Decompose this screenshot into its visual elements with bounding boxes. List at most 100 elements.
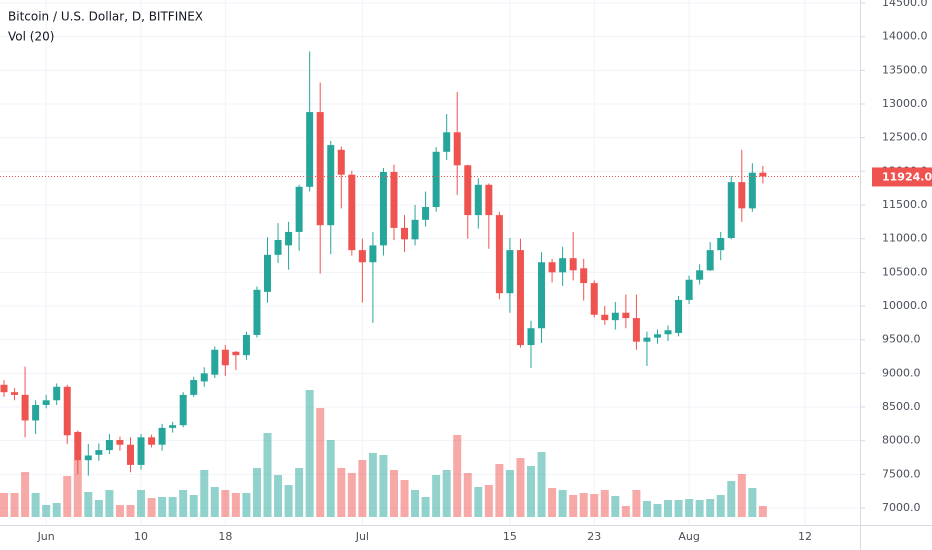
volume-bar [337, 468, 346, 517]
volume-bar [453, 435, 462, 517]
candle-body [42, 400, 50, 405]
candle-body [221, 349, 229, 366]
volume-bar [326, 440, 335, 517]
x-tick-label: Jun [37, 530, 55, 543]
candle-body [306, 112, 314, 187]
candle-body [422, 207, 430, 220]
candle-body [717, 237, 725, 251]
candle-body [105, 439, 113, 451]
candle-body [443, 132, 451, 152]
volume-bar [758, 506, 767, 517]
volume-bar [421, 497, 430, 517]
candle-body [485, 184, 493, 216]
candle-body [643, 337, 651, 342]
volume-bar [411, 490, 420, 517]
volume-bar [358, 460, 367, 517]
candle-body [95, 450, 103, 455]
volume-bar [748, 488, 757, 517]
y-tick-label: 11000.0 [882, 232, 928, 245]
candle-body [295, 186, 303, 232]
candle-body [727, 182, 735, 238]
x-tick-label: 23 [587, 530, 601, 543]
plot [0, 51, 767, 517]
volume-bar [274, 475, 283, 517]
volume-bar [105, 490, 114, 517]
candle-body [126, 444, 134, 465]
y-tick-label: 9000.0 [882, 366, 921, 379]
y-tick-label: 12500.0 [882, 131, 928, 144]
volume-bar [305, 390, 314, 517]
y-tick-label: 10500.0 [882, 265, 928, 278]
candle-body [759, 172, 767, 177]
candle-body [590, 283, 598, 315]
candle-body [538, 262, 546, 329]
volume-bar [664, 500, 673, 517]
candle-body [274, 240, 282, 255]
y-tick-label: 8000.0 [882, 434, 921, 447]
volume-bar [537, 452, 546, 517]
y-tick-label: 7000.0 [882, 501, 921, 514]
volume-bar [158, 497, 167, 517]
candle-body [516, 250, 524, 346]
last-price-label: 11924.0 [882, 170, 932, 183]
candle-body [622, 312, 630, 319]
candle-body [11, 392, 19, 395]
volume-bar [495, 464, 504, 517]
candle-body [685, 279, 693, 300]
last-price-box [872, 167, 932, 187]
y-tick-label: 13000.0 [882, 97, 928, 110]
candle-body [527, 328, 535, 346]
candle-body [116, 439, 124, 445]
y-tick-label: 14500.0 [882, 0, 928, 9]
volume-bar [73, 460, 82, 517]
x-tick-label: Aug [678, 530, 699, 543]
y-tick-label: 7500.0 [882, 467, 921, 480]
candle-body [316, 112, 324, 226]
volume-bar [685, 499, 694, 517]
candle-body [369, 245, 377, 263]
candle-body [411, 219, 419, 240]
volume-bar [484, 485, 493, 517]
candle-body [84, 455, 92, 461]
grid [0, 0, 860, 525]
volume-legend[interactable]: Vol (20) [8, 30, 54, 44]
volume-bar [94, 500, 103, 517]
candle-body [464, 165, 472, 216]
candle-body [632, 318, 640, 342]
candle-body [74, 431, 82, 461]
candle-body [738, 182, 746, 209]
volume-bar [21, 472, 30, 517]
volume-bar [558, 490, 567, 517]
volume-bar [389, 470, 398, 517]
candle-body [200, 373, 208, 382]
volume-bar [137, 490, 146, 517]
volume-bar [527, 466, 535, 517]
candle-body [390, 172, 398, 228]
volume-bar [621, 506, 630, 517]
candle-body [158, 427, 166, 445]
chart-title[interactable]: Bitcoin / U.S. Dollar, D, BITFINEX [8, 10, 203, 24]
volume-bar [632, 490, 641, 517]
candle-body [611, 312, 619, 321]
volume-bar [179, 490, 188, 517]
candle-body [242, 334, 250, 356]
candle-body [21, 394, 29, 421]
x-tick-label: Jul [355, 530, 369, 543]
candle-body [137, 437, 145, 465]
volume-bar [716, 495, 725, 517]
volume-bar [52, 503, 61, 517]
volume-bar [189, 495, 198, 517]
candle-body [348, 174, 356, 251]
volume-bar [727, 481, 736, 517]
candle-body [358, 250, 366, 263]
volume-bar [516, 458, 525, 517]
x-tick-label: 10 [134, 530, 148, 543]
candle-body [453, 132, 461, 166]
volume-bar [147, 498, 156, 517]
volume-bar [210, 487, 219, 517]
volume-bar [242, 493, 251, 517]
candle-body [190, 380, 198, 395]
candle-body [748, 172, 756, 209]
y-tick-label: 11500.0 [882, 198, 928, 211]
